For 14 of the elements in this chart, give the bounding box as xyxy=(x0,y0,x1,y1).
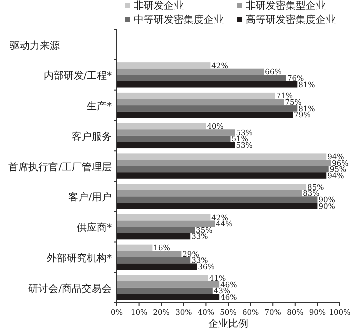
y-axis-title: 驱动力来源 xyxy=(10,40,60,52)
y-tick-label: 研讨会/商品交易会 xyxy=(28,282,112,295)
y-tick-label: 客户/用户 xyxy=(68,192,112,204)
legend-label: 非研发企业 xyxy=(134,0,184,12)
y-tick-label: 外部研究机构* xyxy=(47,252,112,264)
y-tick-label: 内部研发/工程* xyxy=(44,70,112,82)
legend-label: 非研发密集型企业 xyxy=(246,0,326,12)
x-axis-title: 企业比例 xyxy=(208,318,248,330)
legend-label: 高等研发密集度企业 xyxy=(246,14,336,26)
y-tick-label: 生产* xyxy=(87,100,112,113)
legend-label: 中等研发密集度企业 xyxy=(134,14,224,26)
y-tick-label: 首席执行官/工厂管理层 xyxy=(8,161,112,174)
y-tick-label: 供应商* xyxy=(77,222,112,234)
y-tick-label: 客户服务 xyxy=(72,130,112,143)
